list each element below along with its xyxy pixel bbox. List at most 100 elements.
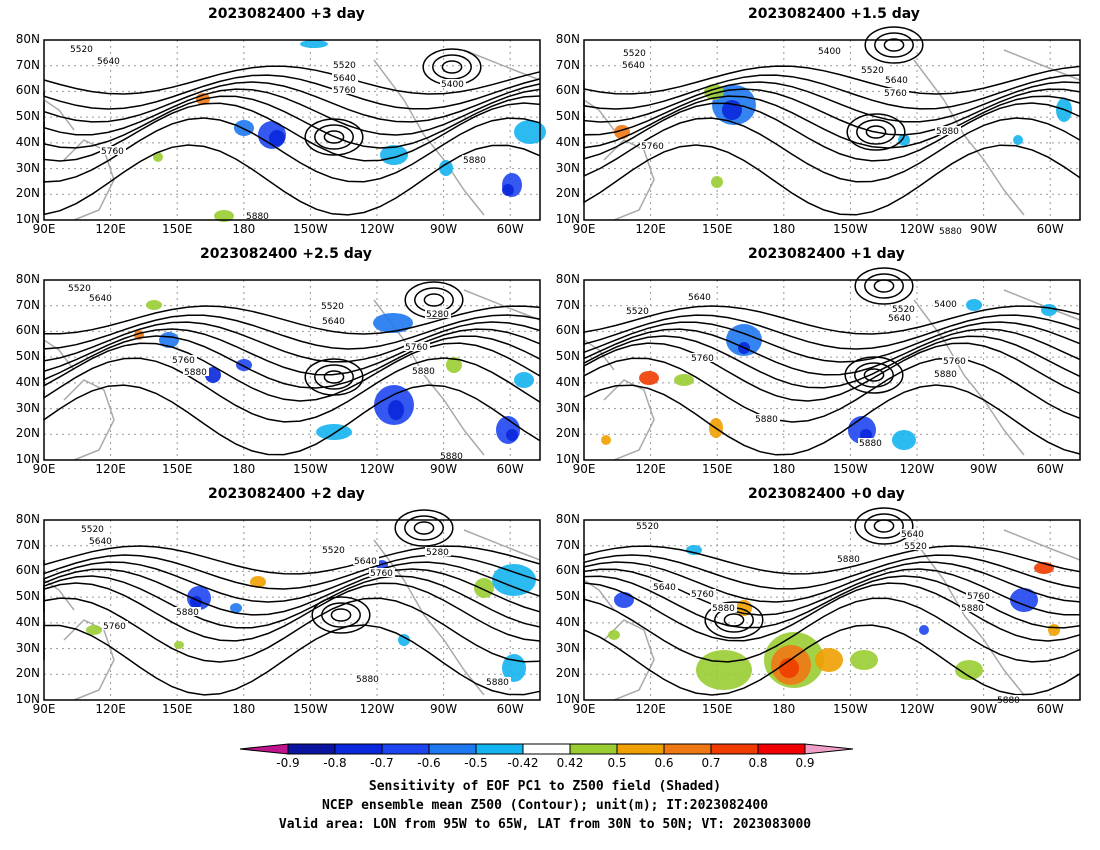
z500-closed-contour [873,279,895,293]
sensitivity-shading [726,324,762,356]
lon-tick-label: 90W [970,462,998,476]
contour-label: 5880 [934,370,957,380]
z500-contour [583,144,1081,216]
z500-contour [583,384,1081,456]
colorbar-tick-label: 0.5 [607,756,627,770]
z500-closed-contour [413,521,435,535]
contour-label: 5880 [712,604,735,614]
contour-label: 5880 [412,367,435,377]
sensitivity-shading [300,40,328,48]
lon-tick-label: 120E [95,462,126,476]
z500-contour [583,102,1081,162]
sensitivity-shading [388,400,404,420]
contour-label: 5640 [97,57,120,67]
colorbar-tick-label: 0.42 [556,756,584,770]
lon-tick-label: 180 [232,222,256,236]
colorbar-tick-label: -0.6 [417,756,441,770]
sensitivity-shading [779,658,799,678]
lon-tick-label: 60W [1036,702,1064,716]
z500-contour [583,597,1081,663]
z500-contour [583,81,1081,123]
z500-contour [583,554,1081,590]
lon-tick-label: 150W [293,702,328,716]
contour-label: 5880 [486,678,509,688]
z500-contour [583,342,1081,402]
sensitivity-shading [474,578,494,598]
panel-title: 2023082400 +3 day [208,6,365,22]
lon-tick-label: 90E [32,702,56,716]
panel-title: 2023082400 +2.5 day [200,246,372,262]
z500-contour [43,554,541,590]
sensitivity-shading [214,210,234,222]
lat-tick-label: 20N [15,426,40,441]
z500-contour [43,597,541,663]
colorbar-segment [616,743,665,755]
contour-label: 5880 [939,227,962,237]
sensitivity-shading [892,430,916,450]
contour-label: 5520 [322,546,345,556]
lat-tick-label: 40N [555,614,580,629]
contour-label: 5760 [333,86,356,96]
contour-label: 5520 [81,525,104,535]
colorbar-segment [381,743,430,755]
z500-contour [583,74,1081,110]
sensitivity-shading [86,625,102,635]
lon-tick-label: 60W [496,462,524,476]
map-frame [583,39,1081,221]
lon-tick-label: 150E [161,462,193,476]
sensitivity-shading [966,299,982,311]
z500-closed-contour [854,267,914,305]
lon-tick-label: 150W [833,702,868,716]
z500-closed-contour [704,601,764,639]
colorbar-tick-label: -0.9 [276,756,300,770]
z500-closed-contour [883,38,905,52]
colorbar-tick-label: 0.8 [748,756,768,770]
sensitivity-shading [815,648,843,672]
lat-tick-label: 80N [15,512,40,526]
lon-tick-label: 120W [359,702,395,716]
colorbar-segment [757,743,806,755]
lat-tick-label: 60N [555,563,580,578]
lon-tick-label: 150W [833,222,868,236]
sensitivity-shading [711,176,723,188]
sensitivity-shading [506,429,518,441]
contour-label: 5520 [636,522,659,532]
z500-closed-contour [394,509,454,547]
lon-tick-label: 180 [772,462,796,476]
z500-contour [583,561,1081,603]
z500-contour [43,81,541,123]
sensitivity-shading [153,152,163,162]
lat-tick-label: 60N [15,563,40,578]
lat-tick-label: 30N [555,400,580,415]
lon-tick-label: 150W [833,462,868,476]
z500-closed-contour [854,507,914,545]
lat-tick-label: 40N [15,614,40,629]
z500-contour [583,357,1081,423]
colorbar-segment [428,743,477,755]
colorbar-tick-label: 0.6 [654,756,674,770]
coastline [583,49,1081,221]
contour-label: 5880 [184,368,207,378]
z500-closed-contour [865,125,887,139]
colorbar-segment [569,743,618,755]
lat-tick-label: 10N [15,452,40,466]
z500-closed-contour [423,293,445,307]
lat-tick-label: 30N [15,640,40,655]
z500-closed-contour [864,513,904,539]
z500-contour [583,328,1081,376]
coastline [583,289,1081,461]
colorbar-segment [287,743,336,755]
z500-contour [43,102,541,162]
panel-title: 2023082400 +2 day [208,486,365,502]
contour-label: 5640 [901,530,924,540]
sensitivity-shading [614,592,634,608]
sensitivity-shading [398,634,410,646]
lat-tick-label: 10N [15,212,40,226]
z500-contour [43,342,541,402]
contour-label: 5880 [246,212,269,222]
contour-label: 5520 [70,45,93,55]
contour-label: 5520 [892,305,915,315]
z500-contour [583,575,1081,629]
z500-closed-contour [314,124,354,150]
